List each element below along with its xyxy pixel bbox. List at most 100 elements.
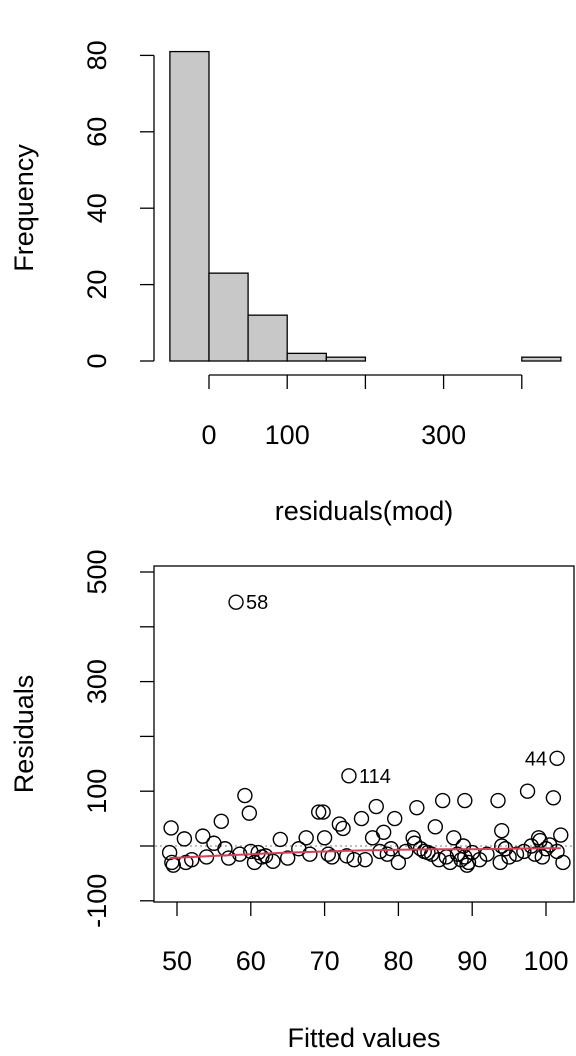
scatter-x-tick-label: 90 (457, 946, 487, 976)
scatter-point (409, 799, 425, 816)
hist-x-tick-label: 0 (201, 420, 216, 450)
scatter-point (184, 852, 200, 868)
scatter-point (364, 830, 381, 846)
scatter-point (555, 854, 571, 871)
point-label: 44 (525, 748, 547, 770)
scatter-point (237, 787, 253, 804)
scatter-point (163, 820, 179, 836)
scatter-x-tick-label: 50 (162, 946, 192, 976)
hist-bar (169, 50, 210, 362)
hist-y-tick-label: 20 (82, 270, 112, 300)
scatter-point (390, 854, 407, 871)
hist-y-tick-label: 40 (82, 193, 112, 223)
scatter-point (265, 853, 281, 870)
hist-bar (208, 272, 249, 362)
scatter-y-tick-label: 500 (82, 549, 112, 594)
scatter-point (241, 805, 258, 821)
scatter-point (434, 792, 451, 809)
point-label: 58 (246, 592, 268, 614)
scatter-point (368, 798, 384, 815)
hist-y-axis-label: Frequency (9, 144, 39, 272)
scatter-point (460, 854, 477, 871)
scatter-x-axis-label: Fitted values (287, 1023, 440, 1053)
scatter-point (272, 831, 289, 848)
histogram-panel: 0 100 300 0 20 40 60 80 residuals(mod) Frequen… (9, 40, 562, 526)
scatter-point (383, 841, 399, 857)
scatter-x-tick-label: 70 (310, 946, 340, 976)
scatter-y-tick-label: -100 (82, 874, 112, 928)
scatter-point (427, 819, 443, 835)
point-labels: 58 114 44 (246, 592, 547, 788)
scatter-point (490, 792, 506, 809)
smooth-line (169, 847, 561, 860)
hist-bars (169, 50, 562, 362)
scatter-point (341, 768, 357, 784)
hist-y-tick-label: 60 (82, 117, 112, 147)
scatter-point (320, 846, 336, 862)
hist-x-axis-label: residuals(mod) (275, 496, 454, 526)
scatter-point (213, 813, 229, 830)
scatter-point (492, 854, 508, 871)
scatter-x-tick-label: 60 (236, 946, 266, 976)
hist-bar (521, 356, 562, 362)
hist-x-tick-label: 300 (421, 420, 466, 450)
scatter-y-tick-label: 100 (82, 769, 112, 814)
scatter-plot-box (153, 565, 575, 903)
hist-y-tick-label: 0 (82, 353, 112, 368)
scatter-point (549, 750, 565, 767)
scatter-point (375, 824, 392, 840)
scatter-point (346, 852, 362, 868)
scatter-point (387, 810, 403, 827)
scatter-point (310, 804, 327, 820)
scatter-point (324, 849, 340, 865)
scatter-point (315, 804, 331, 820)
scatter-point (316, 830, 333, 846)
scatter-point (494, 822, 510, 839)
scatter-point (195, 828, 211, 844)
scatter-points (161, 594, 571, 873)
scatter-x-axis: 50 60 70 80 90 100 (162, 902, 569, 976)
scatter-point (534, 849, 551, 865)
scatter-point (331, 816, 348, 832)
point-label: 114 (359, 766, 391, 788)
scatter-point (398, 843, 414, 860)
scatter-point (553, 827, 569, 843)
scatter-point (479, 846, 495, 862)
hist-y-tick-label: 80 (82, 40, 112, 70)
scatter-point (302, 846, 318, 862)
scatter-y-axis-label: Residuals (9, 675, 39, 794)
scatter-y-axis: -100 100 300 500 (82, 549, 154, 928)
scatter-point (431, 852, 447, 868)
scatter-point (501, 849, 517, 865)
scatter-point (508, 846, 525, 862)
scatter-point (405, 830, 421, 846)
scatter-point (353, 810, 370, 827)
scatter-point (176, 831, 193, 847)
scatter-panel: 58 114 44 50 60 70 80 90 100 -100 100 300 500 Fitt… (9, 549, 575, 1053)
scatter-point (519, 783, 536, 799)
scatter-point (357, 852, 373, 868)
scatter-point (372, 843, 388, 860)
scatter-point (530, 830, 547, 846)
scatter-point (280, 850, 296, 866)
scatter-point (335, 820, 351, 837)
hist-bar (286, 352, 327, 362)
scatter-point (339, 848, 355, 864)
scatter-x-tick-label: 80 (383, 946, 413, 976)
scatter-x-tick-label: 100 (523, 946, 568, 976)
scatter-point (220, 850, 237, 866)
scatter-y-tick-label: 300 (82, 659, 112, 704)
scatter-point (217, 841, 233, 857)
hist-bar (325, 356, 367, 362)
hist-x-tick-label: 100 (265, 420, 310, 450)
scatter-point (446, 830, 462, 846)
hist-x-axis: 0 100 300 (201, 374, 523, 450)
scatter-point (545, 790, 562, 806)
scatter-point (228, 594, 244, 610)
scatter-point (457, 792, 473, 809)
hist-bar (247, 314, 288, 362)
scatter-point (206, 835, 222, 851)
scatter-point (298, 830, 314, 846)
scatter-point (494, 838, 510, 854)
